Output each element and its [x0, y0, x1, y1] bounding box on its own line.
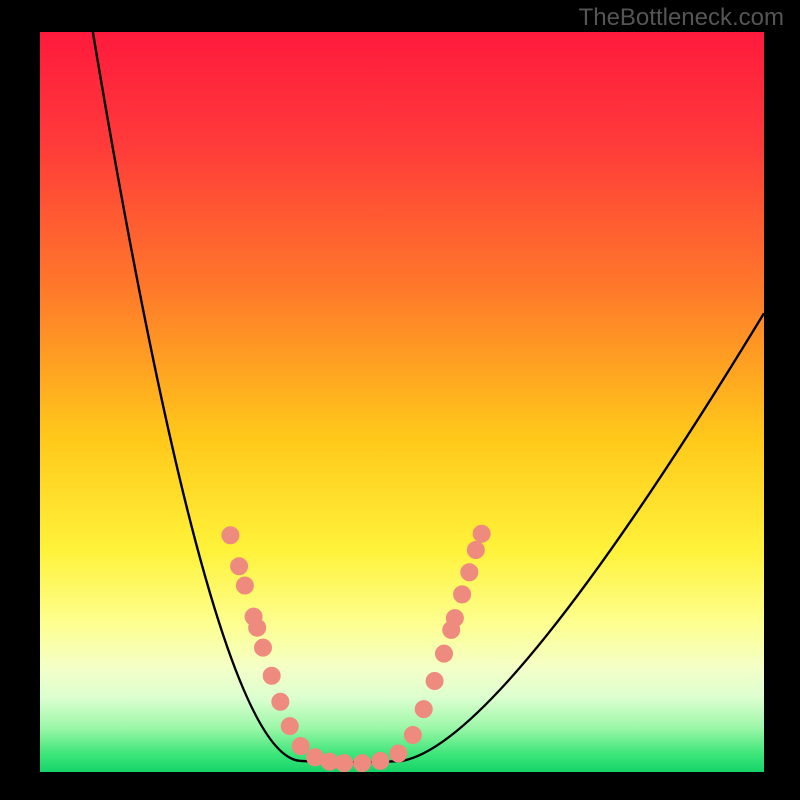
curve-marker	[281, 718, 298, 735]
curve-marker	[390, 745, 407, 762]
curve-marker	[249, 619, 266, 636]
curve-marker	[415, 701, 432, 718]
curve-marker	[435, 645, 452, 662]
curve-marker	[454, 586, 471, 603]
curve-marker	[222, 527, 239, 544]
curve-marker	[336, 755, 353, 772]
curve-marker	[404, 727, 421, 744]
curve-marker	[272, 693, 289, 710]
curve-marker	[292, 738, 309, 755]
curve-marker	[473, 525, 490, 542]
curve-marker	[372, 752, 389, 769]
curve-marker	[467, 542, 484, 559]
curve-marker	[254, 639, 271, 656]
curve-marker	[354, 755, 371, 772]
chart-background	[40, 32, 764, 772]
curve-marker	[231, 558, 248, 575]
curve-marker	[236, 577, 253, 594]
curve-marker	[426, 672, 443, 689]
curve-marker	[263, 667, 280, 684]
curve-marker	[461, 564, 478, 581]
watermark-text: TheBottleneck.com	[579, 4, 784, 32]
curve-marker	[446, 610, 463, 627]
bottleneck-chart	[40, 32, 764, 772]
